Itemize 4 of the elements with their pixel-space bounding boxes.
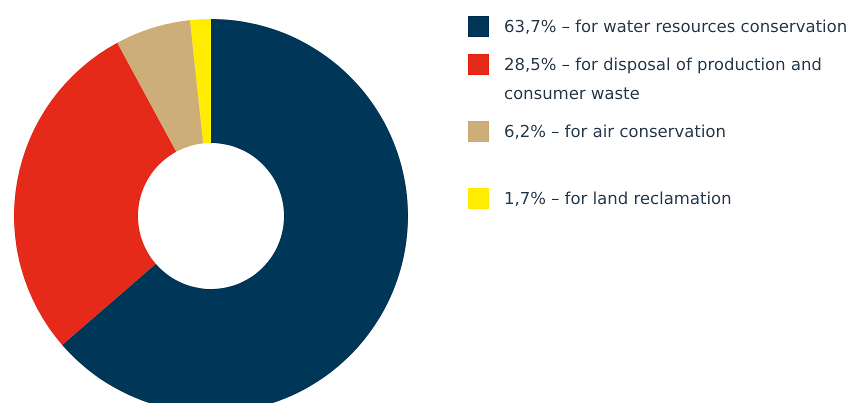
legend-label: 1,7% – for land reclamation [504, 188, 732, 210]
legend-label: 63,7% – for water resources conservation [504, 16, 848, 38]
legend-label: 28,5% – for disposal of production and consumer waste [504, 54, 823, 105]
legend-label: 6,2% – for air conservation [504, 121, 726, 143]
